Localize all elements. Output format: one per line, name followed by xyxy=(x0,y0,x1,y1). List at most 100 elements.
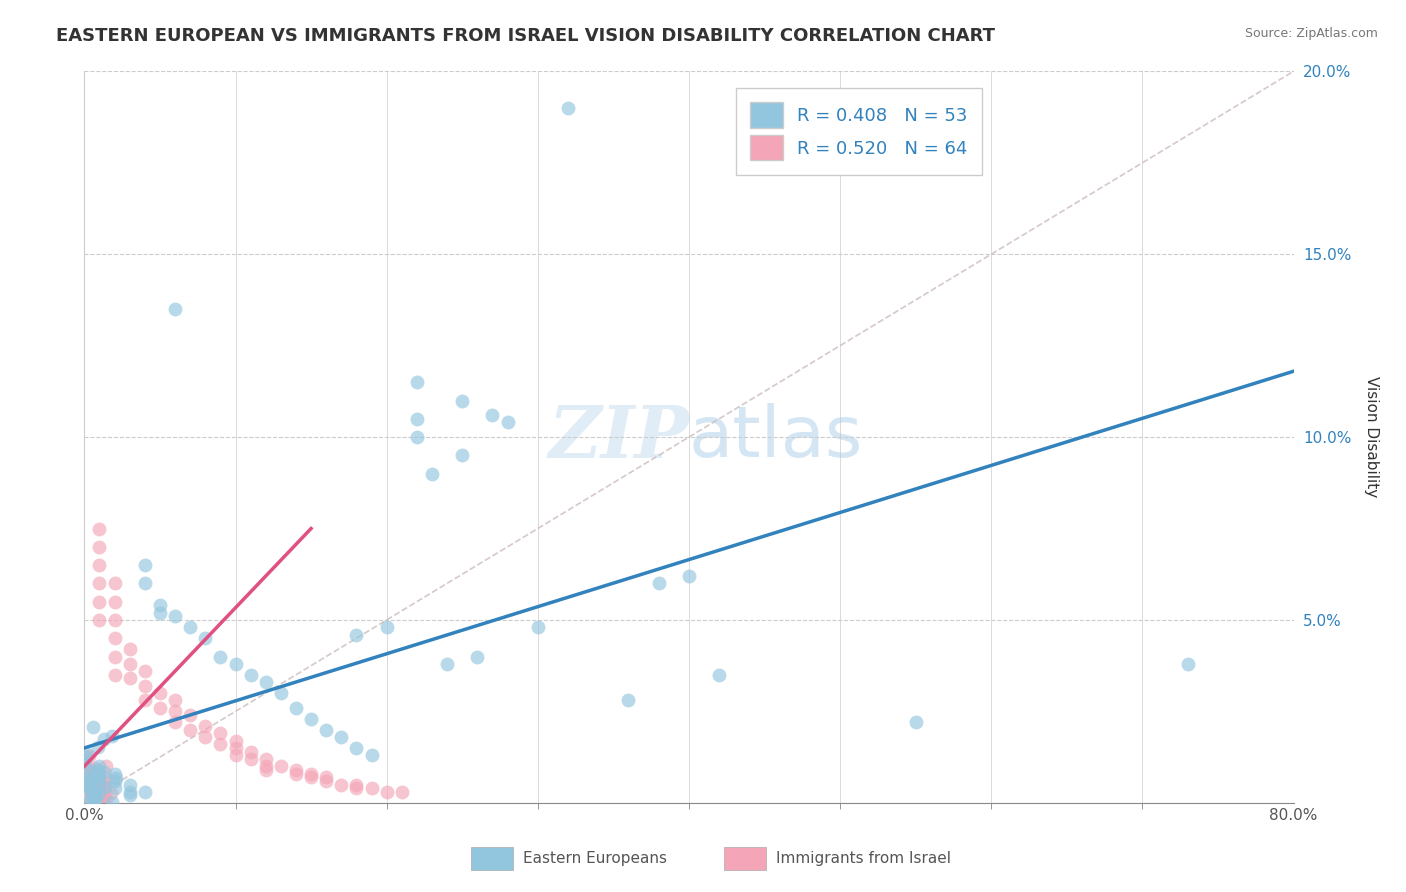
Point xyxy=(104,632,127,646)
Point xyxy=(406,375,429,389)
Point xyxy=(315,770,337,784)
Point xyxy=(73,777,96,791)
Point xyxy=(375,620,398,634)
Point xyxy=(83,761,105,775)
Point xyxy=(82,720,104,734)
Point xyxy=(77,764,100,778)
Point xyxy=(179,620,201,634)
Point xyxy=(194,632,217,646)
Point xyxy=(86,785,108,799)
Point xyxy=(83,768,105,782)
Point xyxy=(83,785,105,799)
Point xyxy=(83,772,105,786)
Point xyxy=(391,785,413,799)
Point xyxy=(209,726,232,740)
Point xyxy=(149,700,172,714)
Point xyxy=(83,790,105,805)
Point xyxy=(118,642,141,657)
Point xyxy=(93,781,115,796)
Point xyxy=(134,576,156,591)
Point xyxy=(90,789,112,803)
Point xyxy=(79,762,101,776)
Point xyxy=(617,693,640,707)
Point xyxy=(165,609,187,624)
Point xyxy=(134,664,156,678)
Point xyxy=(76,777,98,791)
Point xyxy=(406,430,429,444)
Point xyxy=(254,763,277,777)
Point xyxy=(76,775,98,789)
Point xyxy=(84,771,107,785)
Point xyxy=(165,715,187,730)
Point xyxy=(83,776,105,790)
Text: EASTERN EUROPEAN VS IMMIGRANTS FROM ISRAEL VISION DISABILITY CORRELATION CHART: EASTERN EUROPEAN VS IMMIGRANTS FROM ISRA… xyxy=(56,27,995,45)
Point xyxy=(87,789,110,803)
Point xyxy=(239,745,262,759)
Point xyxy=(101,795,124,809)
Point xyxy=(239,752,262,766)
Point xyxy=(75,763,97,777)
Point xyxy=(89,613,111,627)
Point xyxy=(104,594,127,608)
Point xyxy=(89,594,111,608)
Point xyxy=(89,558,111,573)
Point xyxy=(254,675,277,690)
Point xyxy=(406,412,429,426)
Point xyxy=(118,672,141,686)
Point xyxy=(94,792,117,806)
Point xyxy=(105,771,128,785)
Point xyxy=(118,657,141,671)
Point xyxy=(75,749,97,764)
Point xyxy=(73,756,96,770)
Point xyxy=(80,789,103,803)
Point xyxy=(77,767,100,781)
Point xyxy=(149,599,172,613)
Point xyxy=(451,393,474,408)
Point xyxy=(89,778,111,792)
Point xyxy=(904,715,927,730)
Point xyxy=(89,759,111,773)
Point xyxy=(285,766,308,780)
Point xyxy=(77,770,100,784)
Point xyxy=(93,774,115,789)
Point xyxy=(270,759,292,773)
Point xyxy=(330,730,353,744)
Point xyxy=(76,787,98,801)
Point xyxy=(436,657,458,671)
Point xyxy=(75,750,97,764)
Point xyxy=(75,778,97,792)
Point xyxy=(375,785,398,799)
Point xyxy=(134,558,156,573)
Point xyxy=(84,791,107,805)
Point xyxy=(104,649,127,664)
Point xyxy=(496,416,519,430)
Point xyxy=(225,740,247,755)
Point xyxy=(104,613,127,627)
Point xyxy=(87,789,110,803)
Point xyxy=(209,737,232,751)
Point xyxy=(80,783,103,797)
Point xyxy=(285,700,308,714)
Point xyxy=(118,789,141,803)
Point xyxy=(84,775,107,789)
Point xyxy=(77,749,100,764)
Text: Source: ZipAtlas.com: Source: ZipAtlas.com xyxy=(1244,27,1378,40)
Point xyxy=(89,770,111,784)
Point xyxy=(76,795,98,809)
Point xyxy=(77,780,100,795)
Point xyxy=(79,790,101,805)
Point xyxy=(270,686,292,700)
Point xyxy=(179,723,201,737)
Point xyxy=(420,467,443,481)
Point xyxy=(75,761,97,775)
Text: atlas: atlas xyxy=(689,402,863,472)
Point xyxy=(89,540,111,554)
Point xyxy=(360,781,382,796)
Point xyxy=(101,729,124,743)
Point xyxy=(86,774,108,789)
Point xyxy=(118,785,141,799)
Point xyxy=(315,723,337,737)
Point xyxy=(93,782,115,797)
Point xyxy=(75,782,97,797)
Point xyxy=(76,788,98,802)
